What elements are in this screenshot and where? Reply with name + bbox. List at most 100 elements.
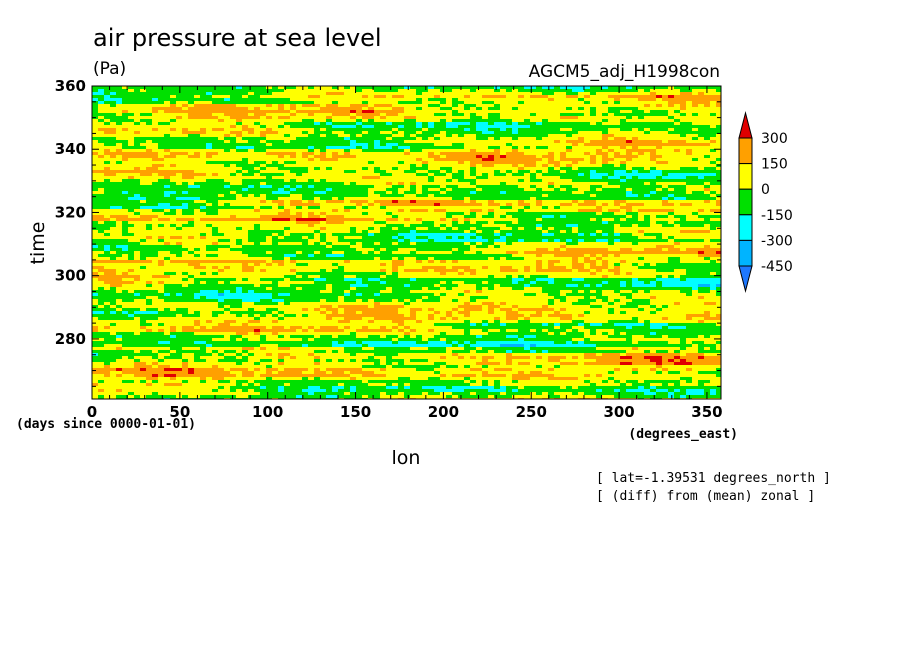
heatmap-cell [428,257,434,260]
heatmap-cell [428,260,434,263]
heatmap-cell [572,179,620,182]
heatmap-cell [392,290,410,293]
heatmap-cell [434,314,446,317]
heatmap-cell [380,395,404,398]
heatmap-cell [104,338,116,341]
colorbar-box [738,188,753,216]
heatmap-cell [644,281,650,284]
heatmap-cell [716,260,721,263]
heatmap-cell [500,344,524,347]
x-axis-label: lon [392,447,421,469]
heatmap-cell [512,164,518,167]
heatmap-cell [374,221,386,224]
heatmap-cell [356,113,380,116]
heatmap-cell [464,146,488,149]
heatmap-cell [260,170,290,173]
heatmap-cell [554,341,566,344]
heatmap-cell [236,191,272,194]
heatmap-cell [482,164,494,167]
heatmap-cell [320,269,326,272]
heatmap-cell [122,254,128,257]
heatmap-cell [314,230,320,233]
heatmap-cell [290,98,416,101]
heatmap-cell [392,338,398,341]
heatmap-cell [392,320,404,323]
heatmap-cell [362,119,368,122]
heatmap-cell [410,224,434,227]
heatmap-cell [170,176,182,179]
heatmap-cell [146,368,164,371]
heatmap-cell [476,200,488,203]
heatmap-cell [674,149,680,152]
heatmap-cell [308,158,314,161]
heatmap-cell [464,302,470,305]
heatmap-cell [410,329,416,332]
heatmap-cell [524,347,530,350]
heatmap-cell [194,212,206,215]
heatmap-cell [548,170,560,173]
heatmap-cell [674,194,710,197]
heatmap-cell [242,137,266,140]
heatmap-cell [710,245,721,248]
heatmap-cell [506,95,518,98]
heatmap-cell [506,122,512,125]
heatmap-cell [638,380,644,383]
heatmap-cell [332,311,338,314]
heatmap-cell [602,113,608,116]
heatmap-cell [254,206,260,209]
heatmap-cell [596,269,602,272]
heatmap-cell [224,290,230,293]
heatmap-cell [686,215,698,218]
heatmap-cell [578,377,608,380]
heatmap-cell [596,353,602,356]
heatmap-cell [146,299,152,302]
heatmap-cell [542,263,548,266]
heatmap-cell [638,212,668,215]
heatmap-cell [602,281,608,284]
heatmap-cell [266,134,284,137]
heatmap-cell [260,383,284,386]
heatmap-cell [278,293,290,296]
heatmap-cell [230,368,248,371]
heatmap-cell [140,326,146,329]
heatmap-cell [326,134,338,137]
heatmap-cell [266,353,272,356]
heatmap-cell [170,335,176,338]
heatmap-cell [260,299,272,302]
heatmap-cell [548,266,566,269]
heatmap-cell [584,101,590,104]
heatmap-cell [284,206,296,209]
heatmap-cell [266,314,272,317]
heatmap-cell [92,224,116,227]
heatmap-cell [284,383,290,386]
heatmap-cell [92,227,110,230]
heatmap-cell [314,155,326,158]
heatmap-cell [380,302,404,305]
heatmap-cell [392,365,440,368]
heatmap-cell [302,194,368,197]
heatmap-cell [182,176,194,179]
heatmap-cell [698,335,704,338]
heatmap-cell [308,179,314,182]
heatmap-cell [518,251,524,254]
heatmap-cell [200,254,206,257]
heatmap-cell [530,125,710,128]
heatmap-cell [368,143,374,146]
heatmap-cell [566,230,572,233]
heatmap-cell [662,224,674,227]
heatmap-cell [368,206,380,209]
heatmap-cell [200,155,206,158]
heatmap-cell [314,335,320,338]
heatmap-cell [590,290,596,293]
heatmap-cell [572,338,584,341]
heatmap-cell [284,257,290,260]
heatmap-cell [152,122,158,125]
heatmap-cell [668,188,674,191]
heatmap-cell [656,215,668,218]
heatmap-cell [488,173,494,176]
heatmap-cell [380,290,392,293]
heatmap-cell [470,116,482,119]
heatmap-cell [212,92,248,95]
heatmap-cell [518,185,530,188]
heatmap-cell [146,308,158,311]
